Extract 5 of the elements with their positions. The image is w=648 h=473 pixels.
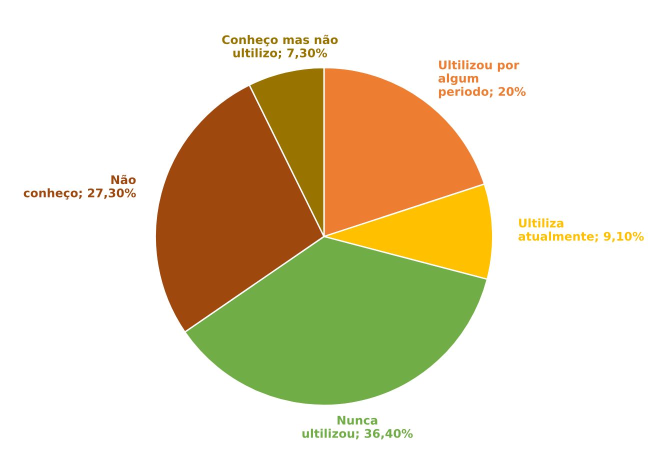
slice-label: Conheço mas não ultilizo; 7,30% xyxy=(222,34,338,59)
slice-label: Nunca ultilizou; 36,40% xyxy=(302,416,413,440)
slice-label: Ultiliza atualmente; 9,10% xyxy=(518,218,644,242)
slice-label: Não conheço; 27,30% xyxy=(24,174,136,200)
slice-label: Ultilizou por algum periodo; 20% xyxy=(438,60,526,98)
